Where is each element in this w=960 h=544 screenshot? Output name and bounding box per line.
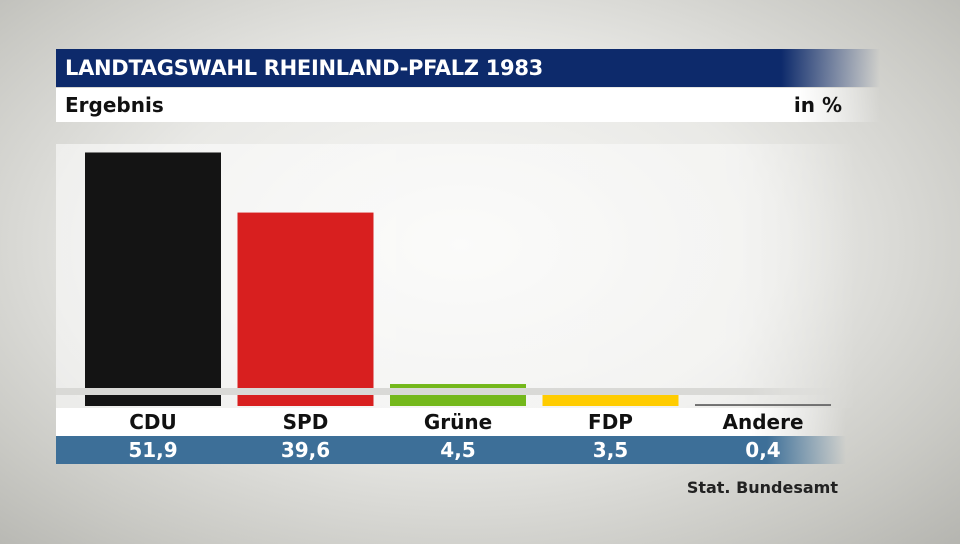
value-label-spd: 39,6 [280,438,331,462]
category-label-strip [56,408,846,436]
value-label-cdu: 51,9 [128,438,178,462]
baseline-separator [56,388,846,395]
bar-grüne [390,384,526,406]
chart-subtitle: Ergebnis [65,93,164,117]
unit-label: in % [793,93,842,117]
category-label-cdu: CDU [129,410,177,434]
category-label-grüne: Grüne [423,410,493,434]
value-label-strip [56,436,846,464]
value-label-grüne: 4,5 [440,438,476,462]
bar-andere [695,404,831,406]
value-label-fdp: 3,5 [592,438,629,462]
source-note: Stat. Bundesamt [686,478,838,497]
bar-spd [237,212,374,406]
category-label-fdp: FDP [588,410,633,434]
value-label-andere: 0,4 [745,438,781,462]
subtitle-bar: Ergebnis in % [56,88,880,122]
chart-title: LANDTAGSWAHL RHEINLAND-PFALZ 1983 [56,49,880,87]
bar-cdu [85,152,221,406]
category-label-andere: Andere [722,410,804,434]
category-label-spd: SPD [282,410,329,434]
